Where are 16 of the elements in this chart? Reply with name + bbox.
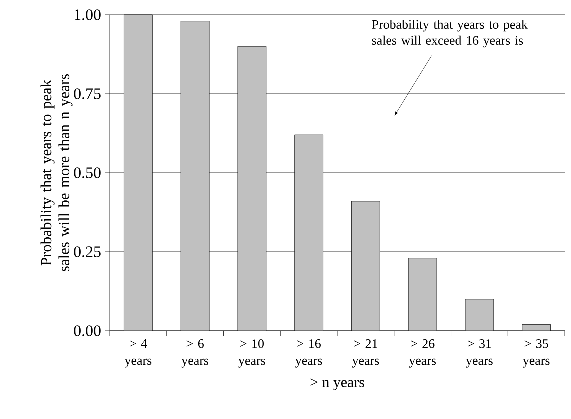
x-tick-label: > 16 years: [296, 340, 322, 368]
x-tick-label: > 6 years: [182, 340, 209, 368]
y-tick-label: 0.50: [74, 168, 101, 178]
x-tick-label: > 31 years: [466, 340, 493, 368]
x-tick-label: > 10 years: [238, 340, 266, 368]
x-tick-label: > 21 years: [352, 340, 380, 368]
y-axis-title: Probability that years to peak sales will be more than n years: [40, 74, 73, 272]
annotation: Probability that years to peak sales will exceed 16 years is: [372, 20, 528, 48]
x-axis-title: > n years: [310, 378, 364, 390]
y-tick-label: 0.00: [74, 326, 101, 336]
y-tick-label: 0.25: [74, 246, 101, 258]
x-tick-label: > 35 years: [523, 340, 550, 368]
x-tick-label: > 4 years: [124, 340, 152, 368]
x-tick-label: > 26 years: [409, 340, 436, 368]
y-tick-label: 1.00: [74, 10, 101, 20]
y-tick-label: 0.75: [74, 88, 101, 100]
